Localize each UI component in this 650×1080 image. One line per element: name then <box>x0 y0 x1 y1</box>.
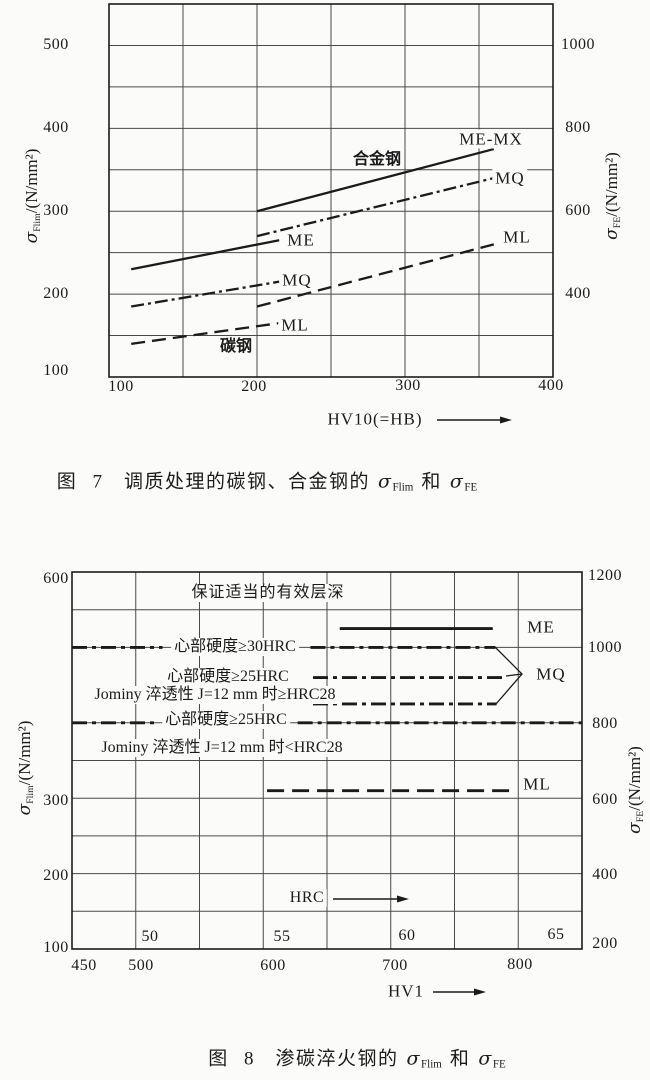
fig8-xtick-800: 800 <box>507 956 533 973</box>
sigma-symbol: σ <box>478 1047 493 1070</box>
fig7-ytick-left-500: 500 <box>43 36 69 53</box>
fig8-xtick-700: 700 <box>382 957 408 974</box>
fig7-xtick-300: 300 <box>395 377 421 394</box>
fig8-series-label-me: ME <box>524 617 558 637</box>
fig7-series-line-dashdot <box>131 280 280 308</box>
fig7-caption-number: 图 7 <box>56 471 109 493</box>
fig7-series-line-dashdot <box>256 176 495 238</box>
fig8-xtick-600: 600 <box>260 957 286 974</box>
fig7-ytick-right-400: 400 <box>565 285 591 302</box>
fig8-ytick-left-200: 200 <box>43 867 69 884</box>
sigma-symbol: σ <box>406 1047 422 1070</box>
fig8-x-axis-title: HV1 <box>387 981 425 1001</box>
fig8-hrc-tick-50: 50 <box>141 928 159 945</box>
fig7-alloy-steel-label: 合金钢 <box>349 151 405 169</box>
fig8-x-axis-arrow-head <box>474 988 486 996</box>
fig7-ytick-left-200: 200 <box>43 285 69 302</box>
fig7-xtick-400: 400 <box>538 377 564 394</box>
unit-text: /(N/mm²) <box>602 152 622 217</box>
fig7-ytick-left-400: 400 <box>43 119 69 136</box>
fig8-ytick-left-600: 600 <box>43 570 69 587</box>
fig8-ytick-right-200: 200 <box>592 935 618 952</box>
sigma-symbol: σ <box>15 803 36 816</box>
fig7-caption-title: 调质处理的碳钢、合金钢的 <box>124 471 371 493</box>
fig8-hrc-tick-55: 55 <box>273 928 291 945</box>
sigma-subscript: FE <box>492 1058 506 1071</box>
fig8-ytick-right-1000: 1000 <box>588 639 622 656</box>
fig7-y-left-axis-title: σFlim/(N/mm²) <box>22 148 44 244</box>
fig8-caption-title: 渗碳淬火钢的 <box>275 1048 399 1070</box>
sigma-subscript: Flim <box>25 785 37 804</box>
unit-text: /(N/mm²) <box>625 746 645 811</box>
sigma-subscript: Flim <box>421 1058 442 1071</box>
fig7-xtick-200: 200 <box>241 378 267 395</box>
fig7-ytick-left-100: 100 <box>43 362 69 379</box>
fig8-ytick-left-100: 100 <box>43 939 69 956</box>
fig8-y-left-axis-title: σFlim/(N/mm²) <box>15 720 37 816</box>
fig8-mq-brace <box>505 673 523 677</box>
sigma-symbol: σ <box>602 228 623 240</box>
fig7-ytick-right-1000: 1000 <box>561 36 595 53</box>
sigma-subscript: FE <box>635 810 647 823</box>
fig8-cond-core-hardness-25hrc-b: 心部硬度≥25HRC <box>162 711 290 729</box>
sigma-symbol: σ <box>22 231 43 244</box>
fig7-caption-and: 和 <box>421 471 442 493</box>
fig7-series-line-dash <box>131 321 280 345</box>
fig7-xtick-100: 100 <box>108 378 134 395</box>
fig8-xtick-450: 450 <box>71 957 97 974</box>
fig7-ytick-right-800: 800 <box>565 119 591 136</box>
fig8-caption: 图 8 渗碳淬火钢的 σFlim 和 σFE <box>208 1049 505 1070</box>
fig7-x-axis-title: HV10(=HB) <box>327 409 423 429</box>
fig8-caption-number: 图 8 <box>208 1048 260 1070</box>
fig8-xtick-500: 500 <box>128 957 154 974</box>
fig8-ytick-left-300: 300 <box>43 792 69 809</box>
sigma-subscript: Flim <box>392 481 414 494</box>
sigma-subscript: FE <box>464 481 478 494</box>
sigma-symbol: σ <box>378 470 393 493</box>
fig7-caption: 图 7 调质处理的碳钢、合金钢的 σFlim 和 σFE <box>57 472 477 493</box>
fig8-ytick-right-800: 800 <box>592 715 618 732</box>
sigma-symbol: σ <box>449 470 465 493</box>
fig8-cond-core-hardness-30hrc: 心部硬度≥30HRC <box>171 638 299 656</box>
unit-text: /(N/mm²) <box>15 720 35 786</box>
fig7-plot-border <box>108 3 554 378</box>
fig7-ytick-right-600: 600 <box>565 202 591 219</box>
fig7-series-label-carbon-me: ME <box>284 230 318 250</box>
fig8-hrc-scale-label: HRC <box>286 889 328 907</box>
fig8-hrc-arrow-head <box>397 895 409 903</box>
fig7-series-label-carbon-ml: ML <box>278 315 312 335</box>
sigma-subscript: FE <box>612 216 624 229</box>
fig7-series-label-me-mx: ME-MX <box>456 129 526 149</box>
fig8-ytick-right-600: 600 <box>592 791 618 808</box>
fig8-cond-core-hardness-25hrc-a: 心部硬度≥25HRC <box>164 668 292 686</box>
fig7-series-line-solid <box>130 239 280 271</box>
sigma-symbol: σ <box>625 822 646 834</box>
fig7-ytick-left-300: 300 <box>43 202 69 219</box>
fig8-cond-jominy-ge-hrc28: Jominy 淬透性 J=12 mm 时≥HRC28 <box>91 686 339 704</box>
fig8-plot-border <box>71 571 583 950</box>
unit-text: /(N/mm²) <box>22 148 42 214</box>
fig7-y-right-axis-title: σFE/(N/mm²) <box>602 152 624 240</box>
fig8-series-label-mq: MQ <box>533 664 569 684</box>
sigma-subscript: Flim <box>32 213 44 232</box>
fig7-x-axis-arrow-head <box>500 416 512 424</box>
fig8-hrc-tick-60: 60 <box>398 927 416 944</box>
fig8-ytick-right-400: 400 <box>592 866 618 883</box>
fig7-series-line-solid <box>256 147 495 213</box>
fig8-cond-jominy-lt-hrc28: Jominy 淬透性 J=12 mm 时<HRC28 <box>98 739 346 757</box>
fig8-ytick-right-1200: 1200 <box>588 567 622 584</box>
fig7-series-label-alloy-mq: MQ <box>492 168 528 188</box>
fig7-carbon-steel-label: 碳钢 <box>216 338 256 356</box>
fig8-caption-and: 和 <box>449 1048 471 1070</box>
fig7-series-label-alloy-ml: ML <box>500 227 534 247</box>
fig8-header-note: 保证适当的有效层深 <box>188 584 348 602</box>
fig8-y-right-axis-title: σFE/(N/mm²) <box>625 746 647 834</box>
fig8-hrc-tick-65: 65 <box>547 926 565 943</box>
fig8-series-label-ml: ML <box>520 774 554 794</box>
fig7-series-label-carbon-mq: MQ <box>279 270 315 290</box>
